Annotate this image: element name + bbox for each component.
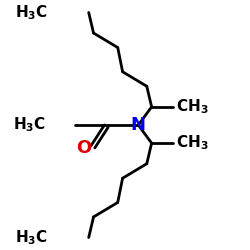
Text: N: N bbox=[131, 116, 146, 134]
Text: $\mathregular{H_3C}$: $\mathregular{H_3C}$ bbox=[15, 3, 48, 22]
Text: $\mathregular{CH_3}$: $\mathregular{CH_3}$ bbox=[176, 134, 208, 152]
Text: $\mathregular{H_3C}$: $\mathregular{H_3C}$ bbox=[15, 228, 48, 247]
Text: O: O bbox=[76, 139, 92, 157]
Text: $\mathregular{CH_3}$: $\mathregular{CH_3}$ bbox=[176, 98, 208, 116]
Text: $\mathregular{H_3C}$: $\mathregular{H_3C}$ bbox=[13, 116, 46, 134]
